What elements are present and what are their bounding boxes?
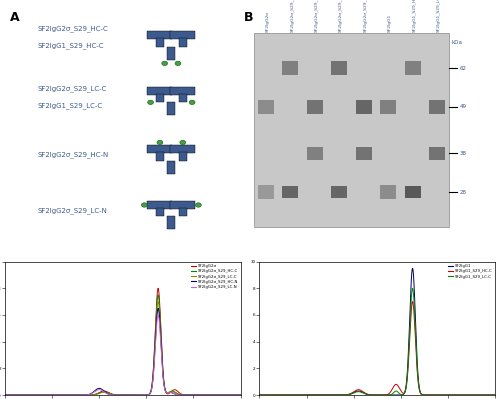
FancyBboxPatch shape <box>258 100 274 114</box>
Text: SF2IgG2σ_S29_LC-N: SF2IgG2σ_S29_LC-N <box>38 207 107 213</box>
Text: 38: 38 <box>460 151 466 156</box>
Ellipse shape <box>180 140 186 144</box>
FancyBboxPatch shape <box>282 61 298 75</box>
FancyBboxPatch shape <box>404 186 420 198</box>
FancyBboxPatch shape <box>404 61 420 75</box>
FancyBboxPatch shape <box>170 31 195 39</box>
Text: SF2IgG1_S29_HC-C: SF2IgG1_S29_HC-C <box>412 0 416 32</box>
Text: 28: 28 <box>460 190 466 195</box>
Ellipse shape <box>175 61 181 65</box>
FancyBboxPatch shape <box>167 47 175 60</box>
FancyBboxPatch shape <box>167 216 175 229</box>
Text: kDa: kDa <box>452 40 463 45</box>
FancyBboxPatch shape <box>331 186 347 198</box>
FancyBboxPatch shape <box>148 145 172 153</box>
FancyBboxPatch shape <box>356 100 372 114</box>
Ellipse shape <box>162 61 168 65</box>
FancyBboxPatch shape <box>170 87 195 95</box>
Text: SF2IgG2σ_S29_HC-C: SF2IgG2σ_S29_HC-C <box>38 25 108 32</box>
FancyBboxPatch shape <box>148 31 172 39</box>
Text: SF2IgG1_S29_LC-C: SF2IgG1_S29_LC-C <box>38 103 102 109</box>
FancyBboxPatch shape <box>356 146 372 160</box>
Text: SF2IgG2σ: SF2IgG2σ <box>266 11 270 32</box>
FancyBboxPatch shape <box>307 100 322 114</box>
Text: 62: 62 <box>460 65 466 71</box>
Text: B: B <box>244 11 253 24</box>
FancyBboxPatch shape <box>148 87 172 95</box>
FancyBboxPatch shape <box>258 186 274 199</box>
Text: SF2IgG2σ_S29_HC-C: SF2IgG2σ_S29_HC-C <box>290 0 294 32</box>
FancyBboxPatch shape <box>254 33 450 227</box>
Text: SF2IgG1_S29_HC-C: SF2IgG1_S29_HC-C <box>38 42 104 49</box>
FancyBboxPatch shape <box>156 208 164 216</box>
Text: SF2IgG2σ_S29_HC-N: SF2IgG2σ_S29_HC-N <box>339 0 343 32</box>
FancyBboxPatch shape <box>179 94 186 103</box>
FancyBboxPatch shape <box>179 38 186 47</box>
Text: SF2IgG2σ_S29_HC-N: SF2IgG2σ_S29_HC-N <box>38 151 109 158</box>
Text: SF2IgG1_S29_LC-C: SF2IgG1_S29_LC-C <box>437 0 441 32</box>
Text: SF2IgG2σ_S29_LC-C: SF2IgG2σ_S29_LC-C <box>314 0 318 32</box>
Ellipse shape <box>157 140 163 144</box>
Ellipse shape <box>142 203 147 207</box>
FancyBboxPatch shape <box>170 201 195 209</box>
Legend: SF2IgG2σ, SF2IgG2σ_S29_HC-C, SF2IgG2σ_S29_LC-C, SF2IgG2σ_S29_HC-N, SF2IgG2σ_S29_: SF2IgG2σ, SF2IgG2σ_S29_HC-C, SF2IgG2σ_S2… <box>190 264 238 290</box>
FancyBboxPatch shape <box>167 160 175 174</box>
Ellipse shape <box>189 100 195 105</box>
Ellipse shape <box>148 100 154 105</box>
Text: 49: 49 <box>460 105 466 109</box>
FancyBboxPatch shape <box>179 208 186 216</box>
FancyBboxPatch shape <box>170 145 195 153</box>
Text: SF2IgG2σ_S29_LC-C: SF2IgG2σ_S29_LC-C <box>38 85 106 92</box>
FancyBboxPatch shape <box>429 100 445 114</box>
FancyBboxPatch shape <box>380 186 396 199</box>
FancyBboxPatch shape <box>380 100 396 114</box>
FancyBboxPatch shape <box>148 201 172 209</box>
FancyBboxPatch shape <box>156 94 164 103</box>
Legend: SF2IgG1, SF2IgG1_S29_HC-C, SF2IgG1_S29_LC-C: SF2IgG1, SF2IgG1_S29_HC-C, SF2IgG1_S29_L… <box>448 264 493 279</box>
FancyBboxPatch shape <box>307 146 322 160</box>
Text: SF2IgG2σ_S29_LC-N: SF2IgG2σ_S29_LC-N <box>364 0 368 32</box>
FancyBboxPatch shape <box>331 61 347 75</box>
FancyBboxPatch shape <box>429 146 445 160</box>
Text: A: A <box>10 11 19 24</box>
Text: SF2IgG1: SF2IgG1 <box>388 14 392 32</box>
FancyBboxPatch shape <box>167 103 175 115</box>
Ellipse shape <box>196 203 202 207</box>
FancyBboxPatch shape <box>156 38 164 47</box>
FancyBboxPatch shape <box>156 152 164 160</box>
FancyBboxPatch shape <box>282 186 298 198</box>
FancyBboxPatch shape <box>179 152 186 160</box>
